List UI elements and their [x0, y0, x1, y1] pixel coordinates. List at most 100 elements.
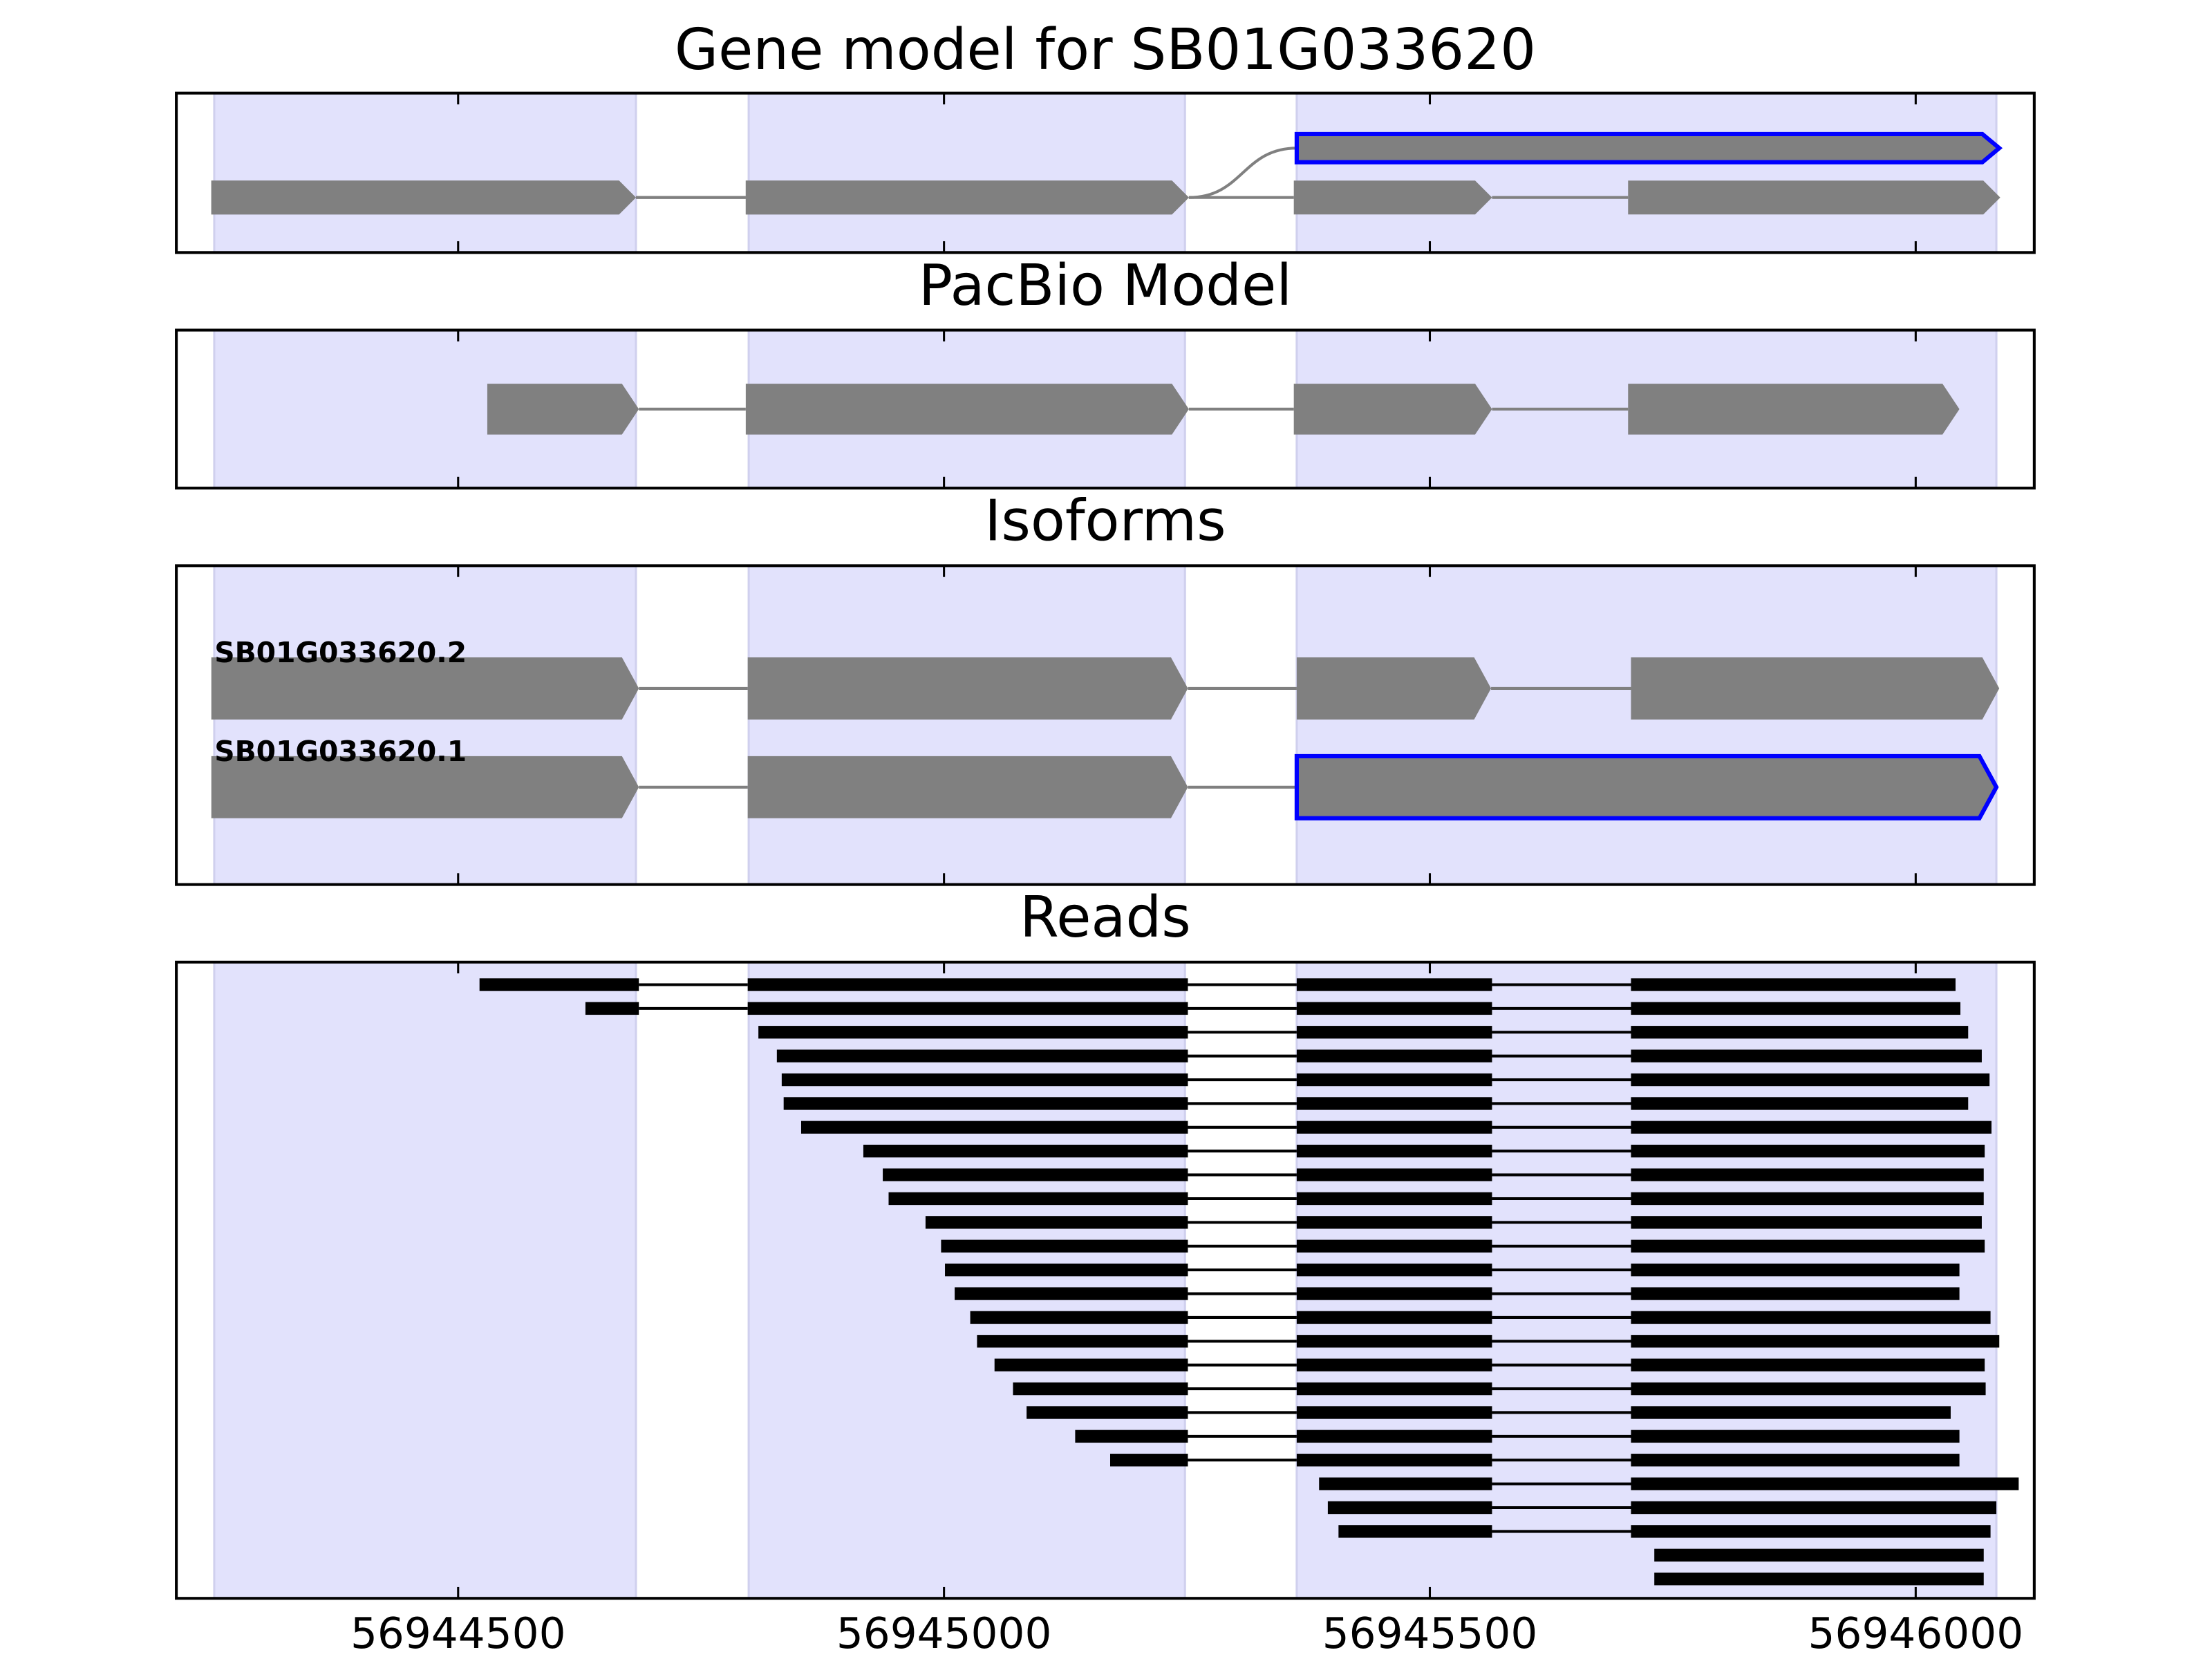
- read-block: [1296, 1287, 1492, 1300]
- exon: [1631, 657, 2000, 720]
- read-block: [1631, 1311, 1991, 1324]
- read-block: [955, 1287, 1188, 1300]
- read-block: [783, 1097, 1188, 1110]
- shaded-region: [747, 961, 1186, 1600]
- read-block: [800, 1121, 1188, 1134]
- panel-title: Reads: [1020, 885, 1191, 950]
- panel-frame: [175, 960, 2036, 1600]
- read-block: [1296, 1430, 1492, 1443]
- read-block: [1296, 978, 1492, 991]
- read-block: [758, 1026, 1188, 1039]
- read-block: [1075, 1430, 1188, 1443]
- read-block: [888, 1192, 1188, 1206]
- read-block: [776, 1049, 1188, 1062]
- read-block: [977, 1335, 1188, 1348]
- read-block: [747, 978, 1188, 991]
- panel-title: PacBio Model: [919, 253, 1292, 319]
- read-block: [1296, 1335, 1492, 1348]
- exon: [211, 180, 637, 215]
- read-block: [1654, 1573, 1984, 1586]
- read-block: [1631, 1121, 1992, 1134]
- read-block: [585, 1002, 639, 1015]
- read-block: [1110, 1454, 1188, 1467]
- read-block: [941, 1239, 1188, 1253]
- read-block: [1296, 1311, 1492, 1324]
- read-block: [863, 1145, 1188, 1158]
- read-block: [1296, 1002, 1492, 1015]
- read-block: [1296, 1026, 1492, 1039]
- panel-title: Isoforms: [984, 489, 1226, 554]
- isoform-label: SB01G033620.1: [214, 735, 467, 768]
- shaded-region: [1295, 92, 1998, 254]
- read-block: [1631, 1073, 1990, 1087]
- read-block: [1631, 1430, 1960, 1443]
- read-block: [1296, 1097, 1492, 1110]
- x-tick-label: 56944500: [350, 1609, 566, 1658]
- shaded-region: [213, 564, 637, 886]
- read-block: [1631, 1097, 1969, 1110]
- exon: [487, 384, 639, 435]
- read-block: [1296, 1239, 1492, 1253]
- read-block: [747, 1002, 1188, 1015]
- read-block: [1631, 1239, 1985, 1253]
- read-block: [1296, 1168, 1492, 1181]
- read-block: [1631, 1216, 1982, 1229]
- read-block: [883, 1168, 1188, 1181]
- read-block: [1296, 1454, 1492, 1467]
- read-block: [1631, 1049, 1982, 1062]
- read-block: [1631, 1335, 2000, 1348]
- panel-frame: [175, 328, 2036, 490]
- read-block: [1296, 1406, 1492, 1419]
- panel-frame: [175, 564, 2036, 886]
- read-block: [1631, 1358, 1985, 1371]
- read-block: [1654, 1548, 1984, 1562]
- shaded-region: [747, 92, 1186, 254]
- read-block: [1296, 1192, 1492, 1206]
- read-block: [1631, 1145, 1985, 1158]
- read-block: [1631, 1382, 1986, 1396]
- panel-title: Gene model for SB01G033620: [675, 17, 1536, 83]
- read-block: [1631, 1168, 1984, 1181]
- read-block: [1296, 1145, 1492, 1158]
- shaded-region: [1295, 564, 1998, 886]
- read-block: [1631, 1002, 1961, 1015]
- read-block: [1296, 1358, 1492, 1371]
- read-block: [970, 1311, 1188, 1324]
- shaded-region: [747, 564, 1186, 886]
- read-block: [1296, 1216, 1492, 1229]
- read-block: [479, 978, 639, 991]
- read-block: [1296, 1073, 1492, 1087]
- read-block: [1631, 1525, 1991, 1538]
- read-block: [994, 1358, 1188, 1371]
- exon: [1628, 384, 1960, 435]
- exon: [1296, 657, 1492, 720]
- read-block: [1631, 1501, 1997, 1515]
- x-tick-label: 56945000: [836, 1609, 1052, 1658]
- exon: [747, 756, 1188, 818]
- read-block: [945, 1263, 1188, 1277]
- isoform-label: SB01G033620.2: [214, 636, 467, 669]
- exon: [1628, 180, 2000, 215]
- read-block: [1631, 978, 1956, 991]
- shaded-region: [213, 92, 637, 254]
- exon: [1294, 131, 2003, 165]
- read-block: [1327, 1501, 1492, 1515]
- read-block: [1631, 1192, 1984, 1206]
- x-tick-label: 56945500: [1322, 1609, 1538, 1658]
- shaded-region: [213, 961, 637, 1600]
- read-block: [1013, 1382, 1188, 1396]
- read-block: [1027, 1406, 1188, 1419]
- read-block: [1631, 1026, 1969, 1039]
- exon: [745, 180, 1189, 215]
- read-block: [1631, 1263, 1960, 1277]
- panel-frame: [175, 91, 2036, 254]
- exon: [211, 657, 639, 720]
- read-block: [1338, 1525, 1492, 1538]
- read-block: [1319, 1477, 1492, 1490]
- exon: [1293, 180, 1492, 215]
- read-block: [781, 1073, 1188, 1087]
- read-block: [1296, 1121, 1492, 1134]
- read-block: [1631, 1477, 2019, 1490]
